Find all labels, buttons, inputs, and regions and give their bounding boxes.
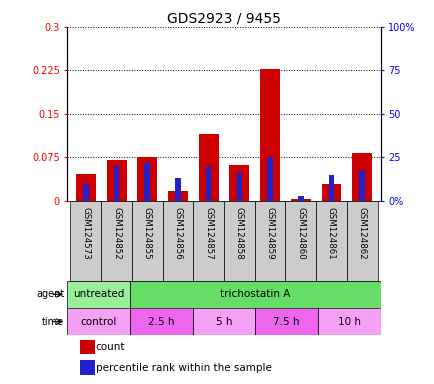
Bar <box>297 196 303 201</box>
Text: GSM124856: GSM124856 <box>173 207 182 260</box>
Text: GSM124573: GSM124573 <box>81 207 90 260</box>
Bar <box>193 201 224 281</box>
Bar <box>106 161 126 201</box>
Bar <box>144 163 150 201</box>
Bar <box>267 157 272 201</box>
Bar <box>358 170 364 201</box>
Bar <box>255 308 317 335</box>
Bar <box>80 340 95 354</box>
Bar <box>132 201 162 281</box>
Text: count: count <box>95 342 125 352</box>
Bar <box>192 308 255 335</box>
Text: GSM124860: GSM124860 <box>296 207 305 260</box>
Text: time: time <box>42 317 64 327</box>
Text: GSM124857: GSM124857 <box>204 207 213 260</box>
Bar <box>130 308 192 335</box>
Bar <box>137 157 157 201</box>
Text: 2.5 h: 2.5 h <box>148 317 174 327</box>
Bar <box>260 69 279 201</box>
Text: GSM124861: GSM124861 <box>326 207 335 260</box>
Text: GSM124859: GSM124859 <box>265 207 274 260</box>
Bar <box>114 166 119 201</box>
Bar <box>76 174 95 201</box>
Bar <box>198 134 218 201</box>
Bar <box>236 173 242 201</box>
Bar <box>70 201 101 281</box>
Bar <box>67 308 130 335</box>
Text: agent: agent <box>36 289 64 299</box>
Bar <box>162 201 193 281</box>
Bar <box>328 175 333 201</box>
Bar <box>67 281 130 308</box>
Text: untreated: untreated <box>73 289 124 299</box>
Bar <box>352 153 372 201</box>
Bar <box>321 184 341 201</box>
Text: 7.5 h: 7.5 h <box>273 317 299 327</box>
Text: 10 h: 10 h <box>337 317 360 327</box>
Text: percentile rank within the sample: percentile rank within the sample <box>95 362 271 372</box>
Bar <box>205 166 211 201</box>
Bar <box>224 201 254 281</box>
Bar <box>346 201 377 281</box>
Text: 5 h: 5 h <box>215 317 232 327</box>
Bar <box>175 179 180 201</box>
Text: GSM124855: GSM124855 <box>142 207 151 260</box>
Bar <box>168 190 187 201</box>
Bar <box>290 199 310 201</box>
Text: control: control <box>80 317 117 327</box>
Bar <box>254 201 285 281</box>
Text: GSM124862: GSM124862 <box>357 207 366 260</box>
Bar <box>101 201 132 281</box>
Text: GSM124852: GSM124852 <box>112 207 121 260</box>
Bar <box>316 201 346 281</box>
Bar <box>80 361 95 375</box>
Title: GDS2923 / 9455: GDS2923 / 9455 <box>167 12 280 26</box>
Bar <box>130 281 380 308</box>
Bar <box>317 308 380 335</box>
Text: GSM124858: GSM124858 <box>234 207 243 260</box>
Bar <box>83 184 89 201</box>
Text: trichostatin A: trichostatin A <box>220 289 290 299</box>
Bar <box>229 165 249 201</box>
Bar <box>285 201 316 281</box>
